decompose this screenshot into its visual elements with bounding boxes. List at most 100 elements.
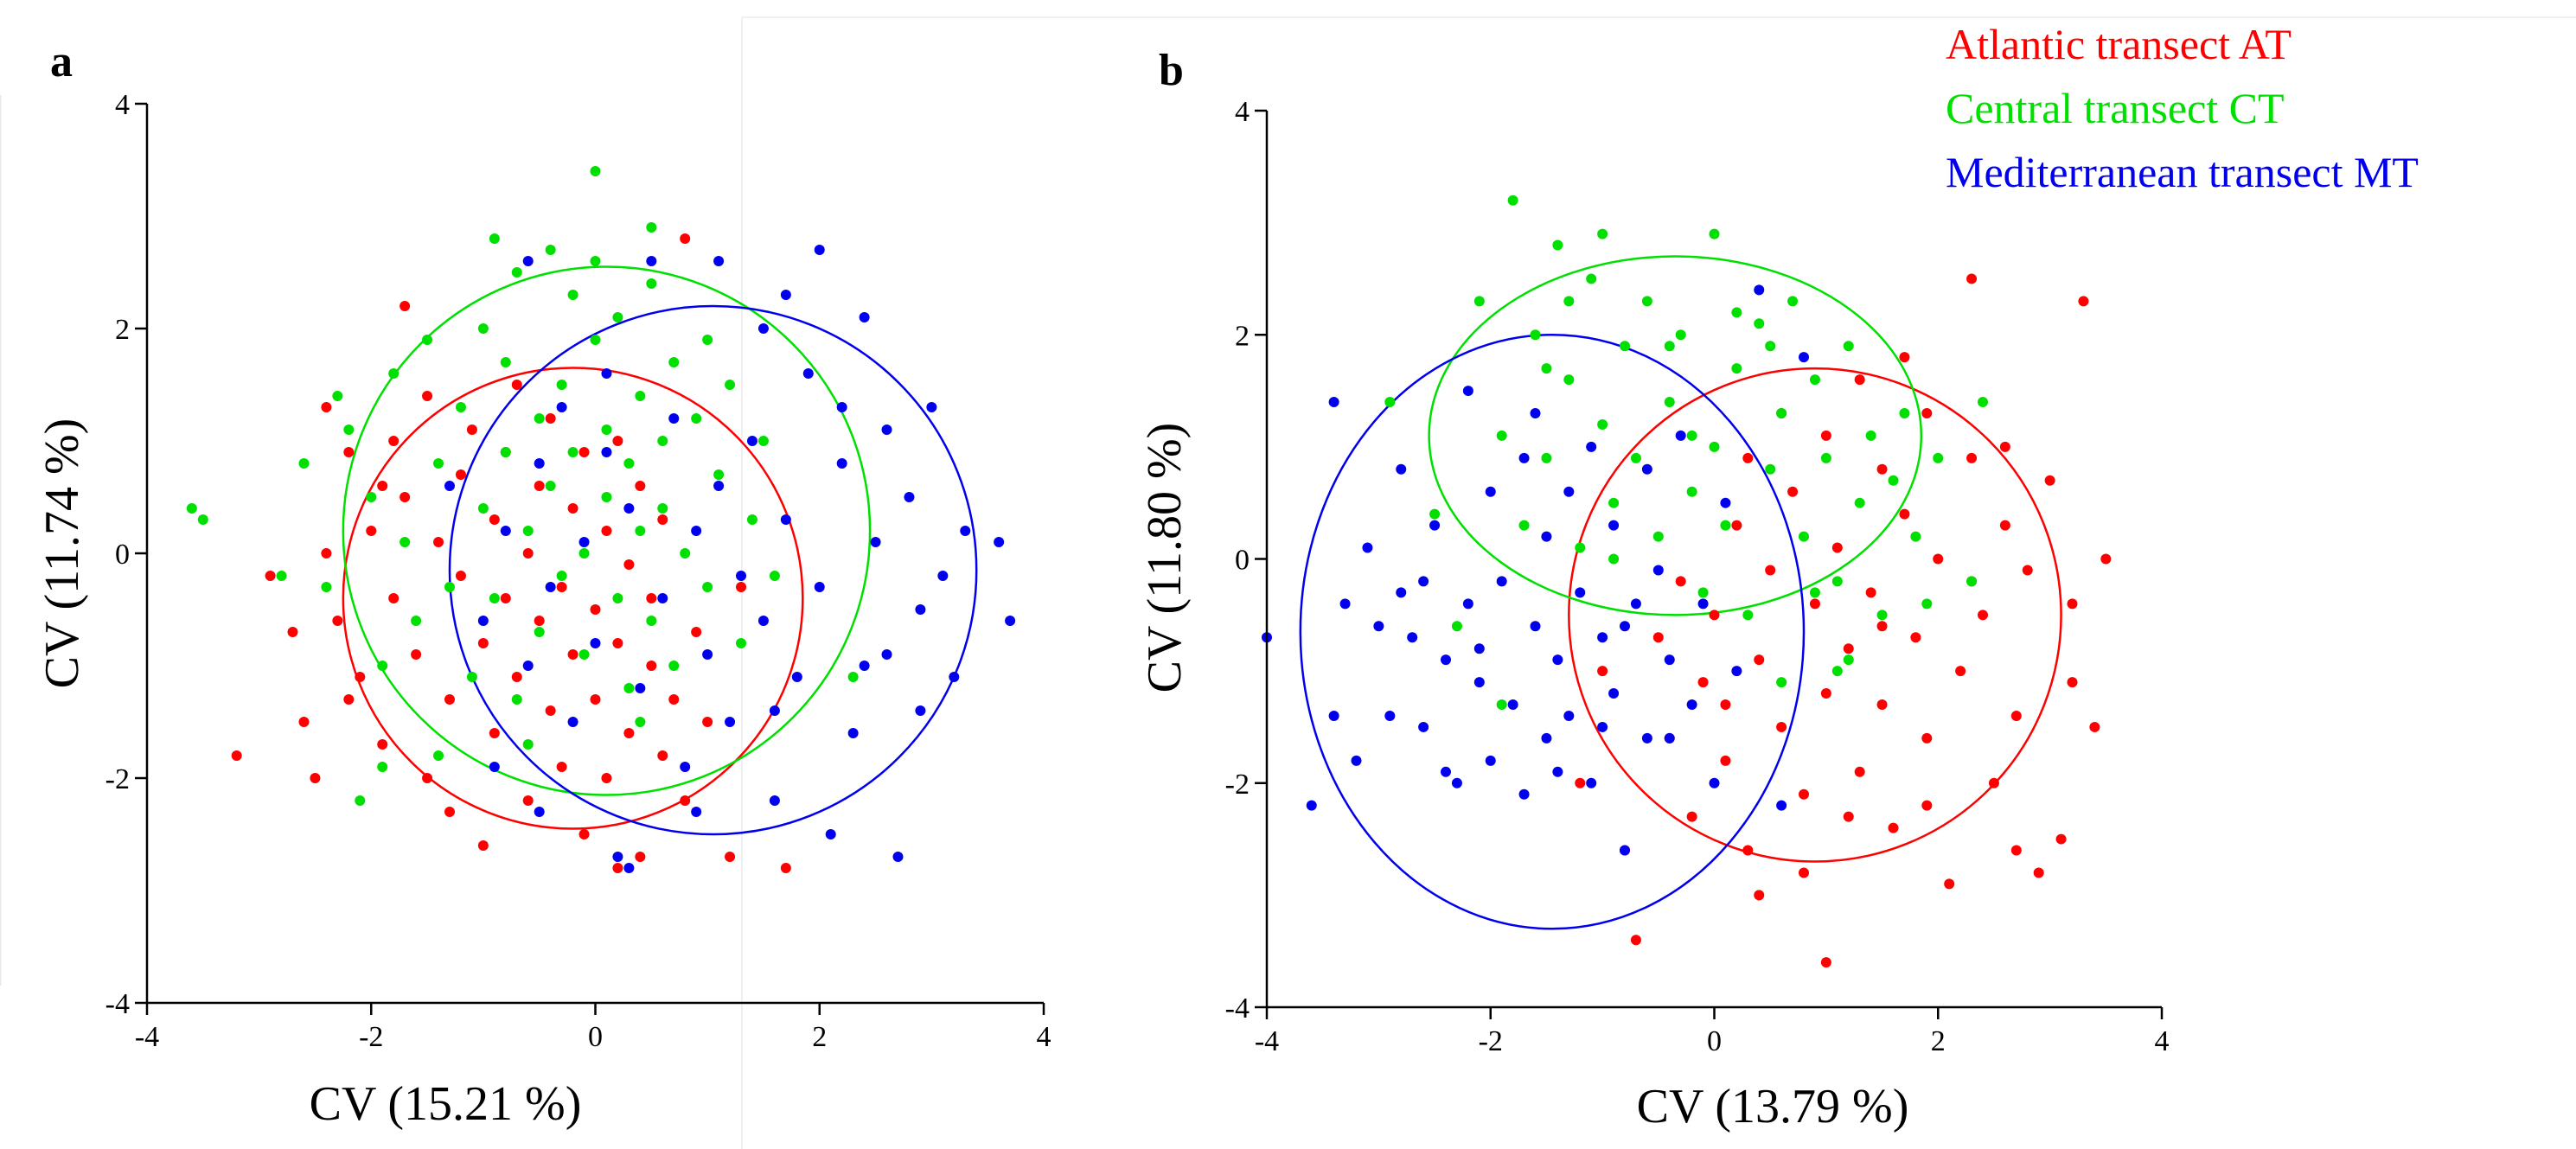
point-0-1-1 [197, 514, 208, 525]
point-1-0-39 [1978, 610, 1988, 621]
point-1-2-44 [1709, 777, 1720, 788]
point-0-1-18 [477, 503, 489, 514]
point-0-0-4 [321, 402, 332, 412]
point-1-1-51 [1563, 296, 1575, 307]
point-0-1-38 [601, 424, 612, 435]
point-0-1-25 [534, 413, 545, 424]
point-1-2-42 [1686, 699, 1697, 711]
point-1-0-24 [1854, 374, 1865, 386]
point-0-0-2 [287, 627, 298, 637]
point-0-0-15 [422, 773, 433, 783]
point-1-0-43 [2022, 565, 2033, 576]
point-0-2-46 [1005, 616, 1016, 626]
point-0-1-52 [691, 413, 702, 424]
point-0-0-0 [231, 750, 242, 761]
point-0-0-10 [388, 436, 400, 446]
point-0-1-3 [298, 458, 310, 469]
point-0-0-52 [646, 593, 657, 603]
point-1-0-49 [2089, 721, 2100, 732]
point-0-2-22 [725, 717, 736, 727]
point-0-0-64 [310, 773, 321, 783]
point-0-2-13 [635, 683, 646, 693]
x-tick-label: 0 [588, 1021, 603, 1053]
point-1-2-6 [1373, 621, 1384, 632]
x-axis-label-a: CV (15.21 %) [310, 1077, 582, 1131]
point-1-0-16 [1787, 486, 1799, 497]
point-0-1-31 [567, 447, 578, 457]
point-0-2-24 [746, 436, 757, 446]
point-1-1-41 [1888, 475, 1899, 486]
point-1-0-26 [1865, 587, 1876, 598]
point-0-2-42 [937, 571, 949, 581]
point-1-0-60 [1754, 890, 1765, 901]
point-1-1-26 [1720, 520, 1731, 531]
point-0-2-37 [881, 649, 892, 660]
point-0-2-6 [556, 402, 567, 412]
point-0-0-47 [623, 728, 635, 738]
point-1-0-34 [1933, 553, 1944, 565]
point-0-1-7 [366, 492, 377, 502]
point-1-1-17 [1630, 452, 1641, 463]
point-0-0-46 [612, 436, 623, 446]
x-tick-label: 0 [1707, 1025, 1722, 1057]
x-tick-label: -4 [135, 1021, 159, 1053]
point-1-1-35 [1820, 452, 1831, 463]
point-1-0-57 [1742, 452, 1754, 463]
point-0-1-48 [657, 503, 668, 514]
point-1-1-22 [1686, 486, 1697, 497]
point-0-1-20 [500, 357, 511, 367]
point-1-0-48 [2078, 296, 2089, 307]
point-1-0-46 [2055, 833, 2067, 845]
y-axis-label-b: CV (11.80 %) [1138, 423, 1192, 693]
point-1-1-23 [1697, 587, 1709, 598]
legend-entry-atlantic: Atlantic transect AT [1946, 20, 2292, 68]
point-1-2-26 [1552, 654, 1563, 666]
point-1-1-37 [1843, 341, 1854, 352]
point-0-0-57 [680, 233, 691, 244]
point-0-1-4 [321, 582, 332, 592]
point-1-1-32 [1787, 296, 1799, 307]
point-1-2-56 [1620, 621, 1630, 632]
point-1-0-9 [1709, 610, 1720, 621]
point-1-0-22 [1831, 542, 1843, 553]
point-1-0-1 [1597, 666, 1608, 677]
panel-label-b: b [1159, 46, 1184, 95]
point-0-2-58 [757, 323, 769, 334]
point-0-2-0 [444, 481, 455, 491]
point-1-1-50 [1776, 677, 1787, 688]
point-1-1-48 [1496, 699, 1507, 711]
point-0-2-1 [477, 616, 489, 626]
point-0-1-45 [646, 278, 657, 289]
point-1-0-33 [1921, 732, 1933, 744]
point-1-1-53 [1831, 666, 1843, 677]
x-tick-label: 4 [1037, 1021, 1051, 1053]
point-0-0-45 [612, 638, 623, 648]
point-1-0-18 [1799, 867, 1809, 878]
point-0-0-39 [578, 829, 590, 839]
point-1-2-18 [1485, 755, 1496, 766]
point-1-1-6 [1518, 520, 1530, 531]
ellipse-layer-a [342, 265, 978, 836]
point-0-0-3 [298, 717, 310, 727]
point-0-2-12 [623, 503, 635, 514]
point-1-1-5 [1507, 195, 1518, 206]
point-1-1-58 [1541, 363, 1552, 374]
chart-panel-b: b -4 -2 0 2 4 -4 -2 0 2 4 CV (13.79 %) CV (11.80 … [1138, 46, 2170, 1133]
y-tick-label: 2 [115, 314, 130, 346]
point-1-2-57 [1552, 766, 1563, 777]
point-0-2-53 [915, 604, 926, 615]
point-0-2-16 [668, 413, 680, 424]
point-1-0-59 [1921, 800, 1933, 811]
point-0-1-11 [411, 616, 422, 626]
point-1-2-40 [1664, 654, 1675, 666]
point-1-0-21 [1820, 688, 1831, 699]
confidence-ellipse-0-2 [448, 304, 978, 836]
point-1-0-8 [1697, 677, 1709, 688]
point-0-1-57 [746, 514, 757, 525]
point-1-2-15 [1462, 598, 1473, 610]
point-1-0-31 [1910, 632, 1921, 643]
point-0-0-60 [725, 852, 736, 862]
point-1-1-55 [1809, 587, 1820, 598]
point-0-2-36 [870, 537, 881, 547]
y-tick-label: 2 [1235, 320, 1250, 352]
